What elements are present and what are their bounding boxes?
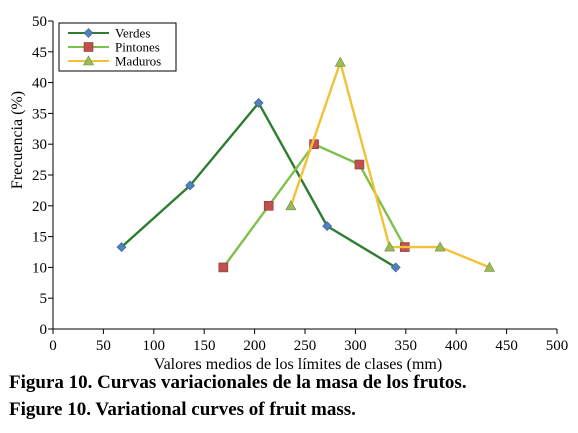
data-point-verdes bbox=[116, 242, 127, 252]
data-point-verdes bbox=[322, 221, 333, 232]
x-axis-title: Valores medios de los límites de clases … bbox=[154, 356, 442, 372]
data-point-maduros bbox=[434, 241, 446, 252]
y-tick-label: 30 bbox=[32, 137, 47, 153]
legend-label-maduros: Maduros bbox=[115, 54, 161, 69]
y-tick-label: 10 bbox=[32, 260, 47, 276]
series-line-verdes bbox=[120, 101, 397, 269]
x-tick-label: 50 bbox=[96, 338, 111, 354]
data-point-verdes bbox=[253, 98, 264, 108]
x-tick-label: 150 bbox=[193, 338, 216, 354]
y-axis-title: Frecuencia (%) bbox=[9, 91, 26, 189]
legend-marker-maduros bbox=[82, 55, 95, 66]
x-tick-label: 400 bbox=[445, 338, 468, 354]
data-point-maduros bbox=[334, 56, 346, 67]
x-tick-label: 0 bbox=[49, 338, 57, 354]
y-tick-label: 45 bbox=[32, 45, 47, 61]
x-tick-label: 200 bbox=[243, 338, 266, 354]
figure-caption-english: Figure 10. Variational curves of fruit m… bbox=[9, 399, 356, 420]
series-line-maduros bbox=[289, 61, 490, 269]
y-tick-label: 0 bbox=[40, 322, 48, 338]
y-tick-label: 15 bbox=[32, 230, 47, 246]
legend-label-verdes: Verdes bbox=[115, 26, 150, 41]
figure-caption-spanish: Figura 10. Curvas variacionales de la ma… bbox=[9, 372, 467, 393]
data-point-maduros bbox=[384, 241, 396, 252]
y-tick-label: 5 bbox=[40, 291, 48, 307]
x-tick-label: 300 bbox=[344, 338, 367, 354]
x-tick-label: 500 bbox=[546, 338, 569, 354]
y-tick-label: 40 bbox=[32, 76, 47, 92]
x-tick-label: 100 bbox=[143, 338, 166, 354]
y-tick-label: 35 bbox=[32, 106, 47, 122]
data-point-maduros bbox=[483, 261, 495, 272]
data-point-verdes bbox=[390, 262, 401, 273]
data-point-pintones bbox=[263, 201, 274, 211]
legend-label-pintones: Pintones bbox=[115, 40, 160, 55]
x-tick-label: 450 bbox=[495, 338, 518, 354]
data-point-maduros bbox=[285, 200, 297, 211]
x-tick-label: 350 bbox=[395, 338, 418, 354]
data-point-pintones bbox=[218, 262, 229, 273]
y-tick-label: 50 bbox=[32, 14, 47, 30]
data-point-verdes bbox=[185, 180, 196, 191]
legend-marker-verdes bbox=[83, 28, 94, 38]
data-point-pintones bbox=[354, 159, 365, 170]
legend-marker-pintones bbox=[83, 42, 94, 52]
y-tick-label: 20 bbox=[32, 199, 47, 215]
y-tick-label: 25 bbox=[32, 168, 47, 184]
x-tick-label: 250 bbox=[294, 338, 317, 354]
